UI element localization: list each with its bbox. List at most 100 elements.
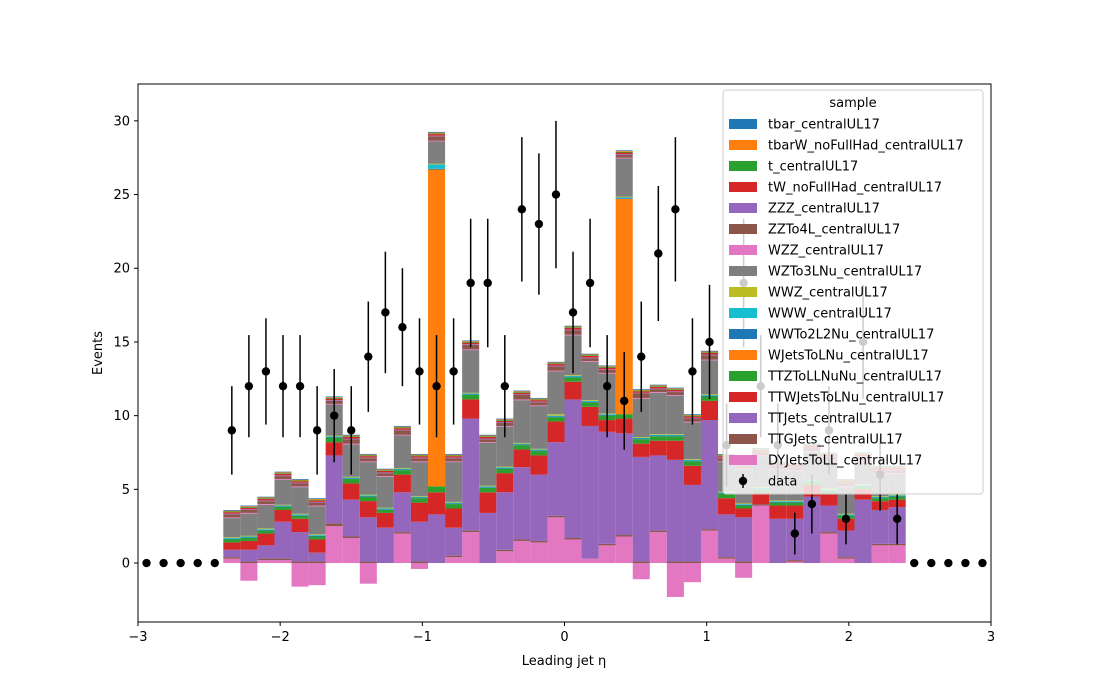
legend-label-tbar-centralul17: tbar_centralUL17 [768, 118, 880, 133]
bar-wwto2l2nu-centralul17-bin-18 [445, 503, 463, 505]
bar-dyjetstoll-centralul17-bin-28 [615, 536, 633, 564]
bar-wzto3lnu-centralul17-bin-13 [359, 462, 377, 495]
bar-zzto4l-centralul17-bin-8 [274, 476, 292, 480]
bar-ttwjetstolnu-centralul17-bin-5 [223, 542, 241, 550]
bar-dyjetstoll-centralul17-bin-44 [888, 545, 906, 564]
y-tick-label: 30 [113, 114, 130, 129]
bar-zzto4l-centralul17-bin-22 [513, 395, 531, 400]
data-point-4 [210, 558, 219, 568]
bar-zzz-centralul17-bin-6 [240, 509, 258, 510]
bar-ttgjets-centralul17-bin-28 [615, 535, 633, 537]
bar-ttztollnunu-centralul17-bin-13 [359, 496, 377, 502]
bar-ttztollnunu-centralul17-bin-6 [240, 537, 258, 541]
bar-wzto3lnu-centralul17-bin-32 [683, 422, 701, 460]
bar-wwto2l2nu-centralul17-bin-35 [735, 504, 753, 506]
bar-tbarw-nofullhad-centralul17-bin-15 [393, 426, 411, 428]
bar-tbar-centralul17-bin-20 [479, 434, 497, 436]
bar-wwz-centralul17-bin-38 [786, 500, 804, 502]
bar-wwz-centralul17-bin-37 [769, 500, 787, 502]
bar-ttwjetstolnu-centralul17-bin-35 [735, 508, 753, 518]
bar-tbar-centralul17-bin-13 [359, 453, 377, 455]
bar-wzz-centralul17-bin-14 [376, 476, 394, 477]
bar-t-centralul17-bin-20 [479, 436, 497, 438]
legend-label-t-centralul17: t_centralUL17 [768, 160, 858, 175]
data-point-49 [978, 558, 987, 568]
bar-tbar-centralul17-bin-17 [428, 131, 446, 133]
bar-ttwjetstolnu-centralul17-bin-8 [274, 509, 292, 522]
bar-tbar-centralul17-bin-9 [291, 479, 309, 480]
bar-wwz-centralul17-bin-6 [240, 535, 258, 537]
bar-ttgjets-centralul17-bin-9 [291, 561, 309, 564]
bar-wzto3lnu-centralul17-bin-10 [308, 506, 326, 535]
bar-dyjetstoll-centralul17-bin-38 [786, 561, 804, 564]
bar-wzz-centralul17-bin-24 [547, 370, 565, 372]
bar-ttztollnunu-centralul17-bin-35 [735, 505, 753, 509]
x-tick-label: 0 [560, 630, 568, 645]
bar-t-centralul17-bin-10 [308, 499, 326, 501]
legend-label-ttjets-centralul17: TTJets_centralUL17 [767, 412, 893, 427]
bar-t-centralul17-bin-23 [530, 399, 548, 401]
bar-ttztollnunu-centralul17-bin-7 [257, 530, 275, 534]
bar-t-centralul17-bin-18 [445, 455, 463, 457]
bar-wwz-centralul17-bin-9 [291, 513, 309, 515]
data-point-16 [415, 367, 424, 376]
data-point-41 [841, 514, 851, 524]
data-point-14 [381, 308, 390, 317]
bar-wwto2l2nu-centralul17-bin-24 [547, 416, 565, 418]
bar-wzz-centralul17-bin-28 [615, 157, 633, 159]
bar-ttgjets-centralul17-bin-44 [888, 543, 906, 546]
bar-ttwjetstolnu-centralul17-bin-25 [564, 381, 582, 400]
bar-zzto4l-centralul17-bin-7 [257, 501, 275, 505]
bar-dyjetstoll-centralul17-bin-36 [752, 505, 770, 564]
data-point-3 [193, 558, 202, 568]
legend-swatch-tbarw-nofullhad-centralul17 [729, 140, 757, 150]
bar-dyjetstoll-centralul17-bin-6 [240, 563, 258, 581]
data-point-27 [602, 381, 612, 391]
bar-dyjetstoll-centralul17-bin-31 [666, 563, 684, 597]
bar-ttjets-centralul17-bin-13 [359, 517, 377, 562]
bar-tbarw-nofullhad-centralul17-bin-20 [479, 435, 497, 437]
legend-label-tw-nofullhad-centralul17: tW_noFullHad_centralUL17 [768, 181, 942, 196]
bar-zzto4l-centralul17-bin-24 [547, 366, 565, 371]
bar-www-centralul17-bin-31 [666, 434, 684, 436]
bar-tbar-centralul17-bin-8 [274, 471, 292, 473]
bar-ttgjets-centralul17-bin-11 [325, 523, 343, 527]
bar-www-centralul17-bin-32 [683, 459, 701, 461]
bar-zzto4l-centralul17-bin-20 [479, 439, 497, 443]
bar-tbarw-nofullhad-centralul17-bin-14 [376, 469, 394, 471]
bar-wwz-centralul17-bin-20 [479, 485, 497, 487]
bar-tw-nofullhad-centralul17-bin-20 [479, 437, 497, 439]
bar-tbar-centralul17-bin-22 [513, 390, 531, 392]
legend-swatch-ttztollnunu-centralul17 [729, 371, 757, 381]
bar-ttztollnunu-centralul17-bin-34 [718, 493, 736, 499]
bar-wwz-centralul17-bin-8 [274, 504, 292, 506]
bar-zzto4l-centralul17-bin-6 [240, 509, 258, 513]
bar-www-centralul17-bin-18 [445, 502, 463, 504]
bar-dyjetstoll-centralul17-bin-35 [735, 563, 753, 578]
legend-data-marker [738, 476, 748, 486]
legend-label-ttztollnunu-centralul17: TTZToLLNuNu_centralUL17 [767, 370, 942, 385]
bar-ttztollnunu-centralul17-bin-38 [786, 502, 804, 506]
bar-www-centralul17-bin-30 [649, 434, 667, 436]
y-tick-label: 10 [113, 409, 130, 424]
bar-wwto2l2nu-centralul17-bin-37 [769, 501, 787, 503]
bar-tbarw-nofullhad-centralul17-bin-6 [240, 506, 258, 508]
bar-t-centralul17-bin-22 [513, 392, 531, 393]
data-point-10 [312, 426, 322, 435]
data-point-9 [295, 381, 305, 391]
data-point-24 [551, 190, 561, 199]
data-point-45 [910, 558, 919, 568]
bar-dyjetstoll-centralul17-bin-34 [718, 558, 736, 564]
bar-tbarw-nofullhad-centralul17-bin-7 [257, 497, 275, 499]
bar-zzz-centralul17-bin-18 [445, 457, 463, 459]
bar-t-centralul17-bin-31 [666, 389, 684, 390]
bar-ttwjetstolnu-centralul17-bin-22 [513, 449, 531, 468]
bar-zzto4l-centralul17-bin-16 [410, 458, 429, 462]
bar-wwto2l2nu-centralul17-bin-19 [462, 394, 480, 396]
bar-wzto3lnu-centralul17-bin-19 [462, 350, 480, 393]
x-tick-label: 3 [987, 630, 995, 645]
bar-ttwjetstolnu-centralul17-bin-20 [479, 492, 497, 513]
bar-ttztollnunu-centralul17-bin-30 [649, 436, 667, 441]
bar-zzz-centralul17-bin-9 [291, 482, 309, 484]
bar-dyjetstoll-centralul17-bin-7 [257, 560, 275, 564]
